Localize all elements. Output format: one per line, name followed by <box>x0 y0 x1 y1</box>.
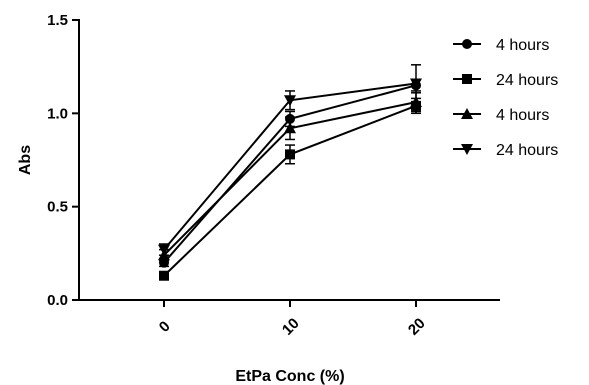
legend-label: 4 hours <box>496 37 549 54</box>
y-tick-label: 1.5 <box>47 12 68 29</box>
data-point <box>159 270 169 281</box>
axes <box>78 19 500 301</box>
data-point <box>285 149 295 160</box>
legend-item: 4 hours <box>453 107 549 124</box>
legend-marker <box>462 39 472 49</box>
series-4 <box>158 64 422 256</box>
y-tick-label: 1.0 <box>47 105 68 122</box>
series-group <box>158 64 422 281</box>
data-point <box>284 122 296 134</box>
y-tick-label: 0.5 <box>47 199 68 216</box>
y-ticks: 0.0 0.5 1.0 1.5 <box>47 12 79 309</box>
x-ticks: 0 10 20 <box>156 300 429 339</box>
y-axis-title: Abs <box>17 145 34 175</box>
legend-marker <box>461 144 473 155</box>
x-tick-label: 10 <box>279 315 303 339</box>
legend-label: 24 hours <box>496 72 558 89</box>
legend-label: 24 hours <box>496 142 558 159</box>
legend-marker <box>462 74 472 84</box>
legend-item: 24 hours <box>453 142 558 159</box>
series-3 <box>158 92 422 262</box>
x-axis-title: EtPa Conc (%) <box>235 368 344 385</box>
legend-marker <box>461 108 473 119</box>
x-tick-label: 20 <box>405 315 429 339</box>
legend: 4 hours 24 hours 4 hours 24 hours <box>453 37 558 159</box>
data-point <box>410 78 422 90</box>
x-tick-label: 0 <box>156 318 174 336</box>
legend-item: 24 hours <box>453 72 558 89</box>
y-tick-label: 0.0 <box>47 292 68 309</box>
data-point <box>284 95 296 107</box>
legend-label: 4 hours <box>496 107 549 124</box>
data-point <box>158 244 170 256</box>
legend-item: 4 hours <box>453 37 549 54</box>
